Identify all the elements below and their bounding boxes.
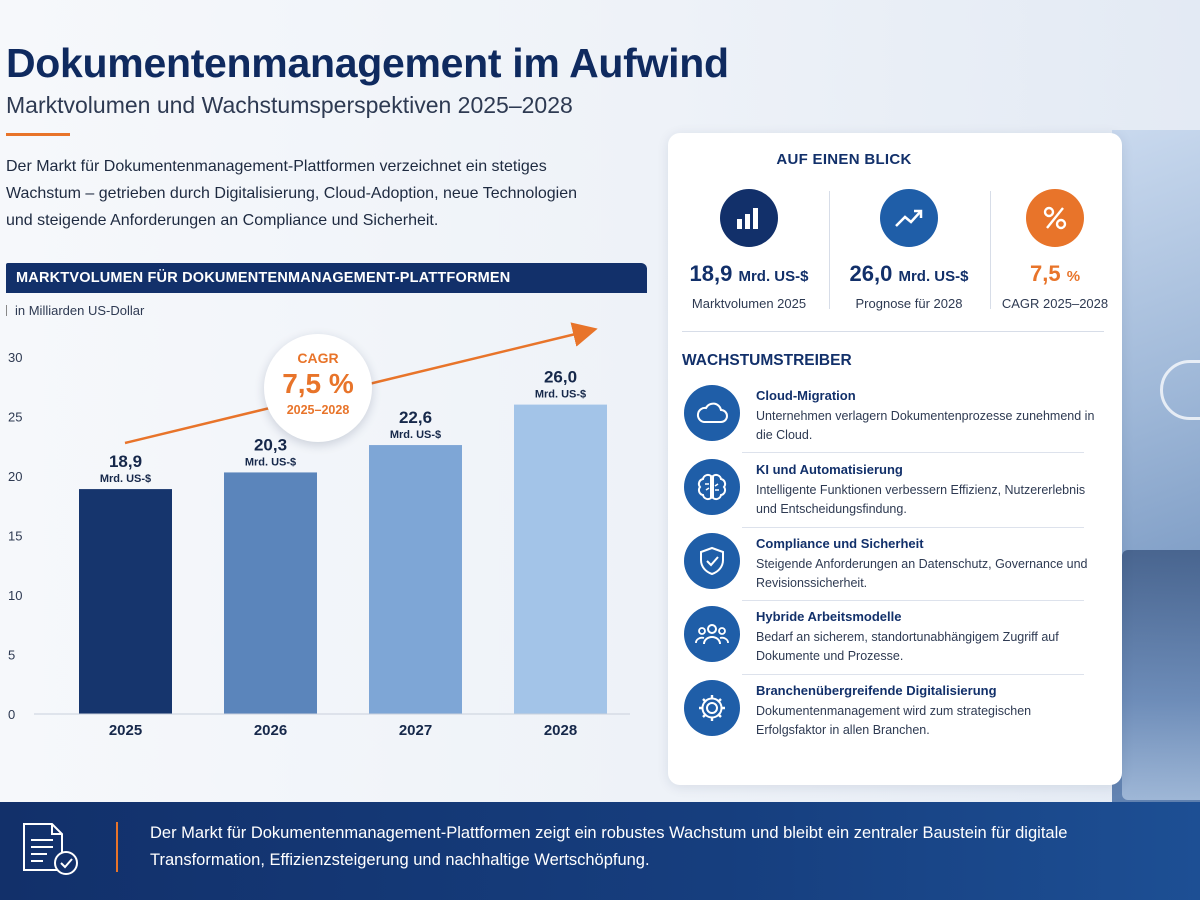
page-subtitle: Marktvolumen und Wachstumsperspektiven 2…: [6, 92, 573, 118]
bar-2026: [224, 472, 317, 714]
driver-divider: [742, 527, 1084, 528]
kpi-value: 26,0: [849, 261, 893, 286]
y-tick-label: 5: [8, 648, 15, 663]
driver-item: Branchenübergreifende Digitalisierung Do…: [682, 680, 1102, 754]
cloud-graphic: [1160, 360, 1200, 420]
driver-text: Intelligente Funktionen verbessern Effiz…: [756, 483, 1086, 516]
driver-title: Compliance und Sicherheit: [756, 536, 924, 551]
footer-text: Der Markt für Dokumentenmanagement-Platt…: [150, 824, 1068, 869]
background-photo: [1112, 130, 1200, 802]
y-tick-label: 0: [8, 707, 15, 722]
bar-unit-label: Mrd. US-$: [245, 456, 296, 468]
kpi-caption: CAGR 2025–2028: [1001, 296, 1109, 311]
bar-unit-label: Mrd. US-$: [390, 429, 441, 441]
cloud-icon: [684, 385, 740, 441]
kpi-divider: [990, 191, 991, 309]
driver-item: Cloud-Migration Unternehmen verlagern Do…: [682, 385, 1102, 459]
y-tick-label: 25: [8, 410, 22, 425]
people-icon: [684, 606, 740, 662]
kpi-value: 7,5: [1029, 261, 1061, 286]
y-tick-label: 10: [8, 588, 22, 603]
driver-text: Bedarf an sicherem, standortunabhängigem…: [756, 630, 1059, 663]
accent-divider: [6, 133, 70, 136]
bars: 18,9 Mrd. US-$ 2025 20,3 Mrd. US-$ 2026 22,6 Mr…: [79, 368, 607, 739]
cagr-value: 7,5 %: [282, 368, 354, 399]
kpi-divider: [829, 191, 830, 309]
unit-label: in Milliarden US-Dollar: [6, 303, 144, 318]
y-tick-label: 15: [8, 529, 22, 544]
y-tick-label: 30: [8, 350, 22, 365]
driver-title: KI und Automatisierung: [756, 462, 903, 477]
driver-text: Unternehmen verlagern Dokumentenprozesse…: [756, 409, 1095, 442]
kpi-unit: %: [1066, 268, 1081, 285]
kpi-caption: Marktvolumen 2025: [691, 296, 807, 311]
bar-2028: [514, 404, 607, 714]
overview-title: AUF EINEN BLICK: [776, 151, 912, 168]
shield-check-icon: [684, 533, 740, 589]
page-title: Dokumentenmanagement im Aufwind: [6, 40, 729, 86]
bar-unit-label: Mrd. US-$: [535, 389, 586, 401]
chart-header: MARKTVOLUMEN FÜR DOKUMENTENMANAGEMENT-PL…: [6, 263, 647, 293]
bar-2025: [79, 489, 172, 714]
driver-divider: [742, 452, 1084, 453]
kpi-caption: Prognose für 2028: [855, 296, 963, 311]
gear-icon: [684, 680, 740, 736]
driver-title: Cloud-Migration: [756, 388, 856, 403]
y-axis: 0 5 10 15 20 25 30: [8, 350, 22, 722]
trend-up-icon: [880, 189, 938, 247]
x-tick-label: 2026: [254, 722, 287, 739]
driver-divider: [742, 600, 1084, 601]
laptop-graphic: [1122, 550, 1200, 800]
bar-value-label: 26,0: [544, 368, 577, 387]
kpi-unit: Mrd. US-$: [898, 268, 969, 285]
x-tick-label: 2025: [109, 722, 142, 739]
kpi-value: 18,9: [689, 261, 733, 286]
y-tick-label: 20: [8, 469, 22, 484]
driver-item: KI und Automatisierung Intelligente Funk…: [682, 459, 1102, 533]
brain-icon: [684, 459, 740, 515]
cagr-badge: CAGR 7,5 % 2025–2028: [264, 334, 372, 442]
x-tick-label: 2028: [544, 722, 577, 739]
x-tick-label: 2027: [399, 722, 432, 739]
footer-banner: Der Markt für Dokumentenmanagement-Platt…: [0, 802, 1200, 900]
driver-text: Dokumentenmanagement wird zum strategisc…: [756, 704, 1032, 737]
bar-2027: [369, 445, 462, 714]
driver-text: Steigende Anforderungen an Datenschutz, …: [756, 557, 1088, 590]
percent-icon: [1026, 189, 1084, 247]
bar-unit-label: Mrd. US-$: [100, 473, 151, 485]
cagr-range: 2025–2028: [286, 403, 350, 417]
bar-value-label: 18,9: [109, 452, 142, 471]
driver-divider: [742, 674, 1084, 675]
kpi-cagr: 7,5 % CAGR 2025–2028: [980, 189, 1130, 311]
overview-panel: AUF EINEN BLICK 18,9 Mrd. US-$ Marktvolu…: [668, 133, 1122, 785]
driver-item: Hybride Arbeitsmodelle Bedarf an sichere…: [682, 606, 1102, 680]
driver-title: Branchenübergreifende Digitalisierung: [756, 683, 997, 698]
kpi-unit: Mrd. US-$: [738, 268, 809, 285]
kpi-market-volume: 18,9 Mrd. US-$ Marktvolumen 2025: [674, 189, 824, 311]
bar-value-label: 22,6: [399, 408, 432, 427]
intro-text: Der Markt für Dokumentenmanagement-Platt…: [6, 158, 578, 229]
footer-accent-bar: [116, 822, 118, 872]
document-check-icon: [20, 820, 82, 883]
panel-divider: [682, 331, 1104, 332]
drivers-title: WACHSTUMSTREIBER: [682, 352, 852, 369]
driver-item: Compliance und Sicherheit Steigende Anfo…: [682, 533, 1102, 607]
bar-chart-icon: [720, 189, 778, 247]
bar-value-label: 20,3: [254, 435, 287, 454]
driver-title: Hybride Arbeitsmodelle: [756, 609, 902, 624]
kpi-forecast: 26,0 Mrd. US-$ Prognose für 2028: [834, 189, 984, 311]
cagr-label: CAGR: [297, 350, 339, 366]
